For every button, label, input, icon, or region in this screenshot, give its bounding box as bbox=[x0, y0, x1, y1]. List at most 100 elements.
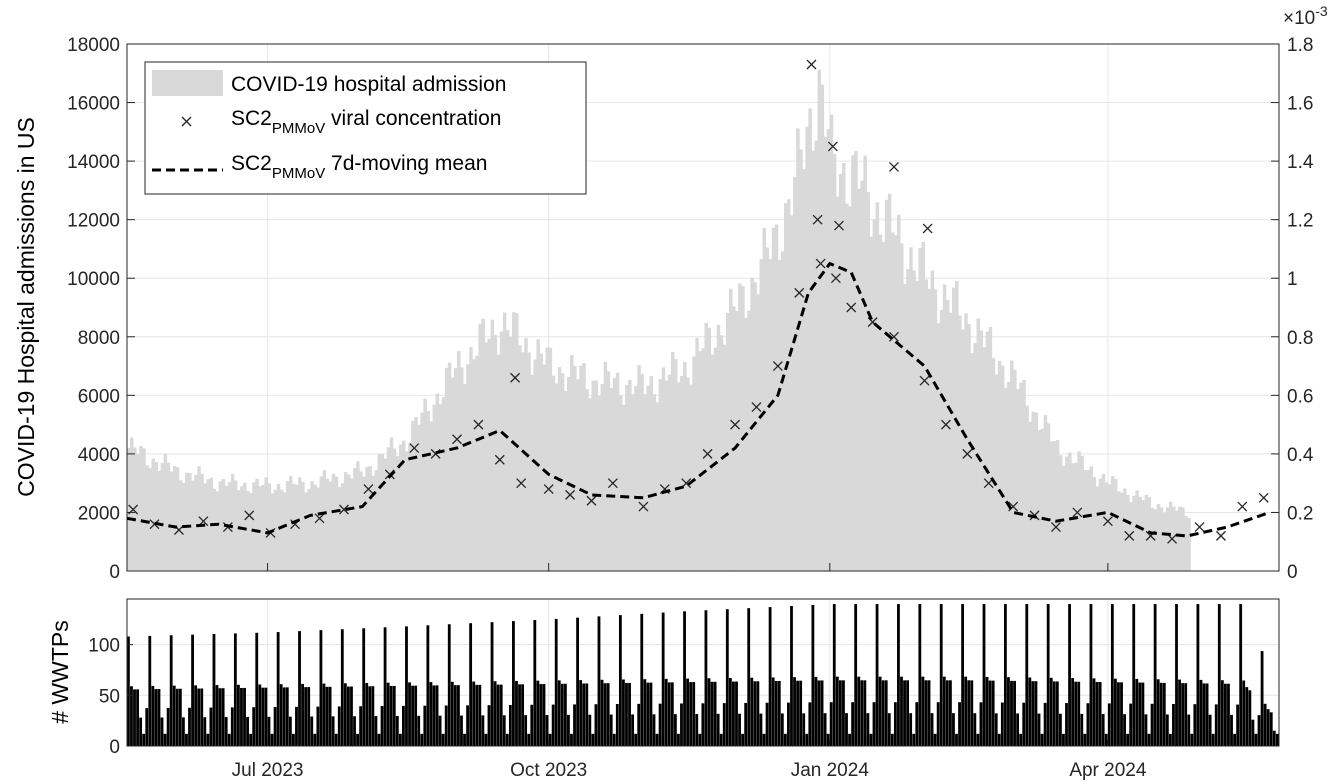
wwtp-bar bbox=[276, 632, 280, 746]
admission-bar bbox=[203, 483, 207, 571]
admission-bar bbox=[469, 346, 473, 571]
wwtp-bar bbox=[722, 703, 726, 746]
admission-bar bbox=[267, 483, 272, 571]
admission-bar bbox=[591, 380, 595, 571]
right-y-tick-label: 0.6 bbox=[1287, 386, 1313, 407]
wwtp-bar bbox=[255, 632, 259, 746]
admission-bar bbox=[1162, 512, 1167, 571]
admission-bar bbox=[487, 338, 492, 571]
admission-bar bbox=[1104, 482, 1109, 571]
wwtp-bar bbox=[732, 681, 735, 746]
admission-bar bbox=[750, 277, 754, 571]
wwtp-bar bbox=[1159, 682, 1163, 746]
admission-bar bbox=[964, 313, 968, 571]
wwtp-bar bbox=[157, 689, 161, 746]
admission-bar bbox=[790, 215, 794, 572]
wwtp-bar bbox=[1123, 714, 1126, 746]
viral-concentration-marker bbox=[607, 478, 618, 489]
admission-bar bbox=[887, 193, 892, 572]
wwtp-bar bbox=[878, 676, 882, 746]
admission-bar bbox=[127, 448, 131, 571]
wwtp-bar bbox=[530, 704, 534, 746]
wwtp-bar bbox=[288, 716, 292, 746]
admission-bar bbox=[472, 359, 476, 571]
admission-bar bbox=[377, 454, 382, 571]
wwtp-bar bbox=[673, 714, 677, 746]
wwtp-bar bbox=[1043, 702, 1047, 746]
wwtp-bar bbox=[606, 683, 610, 746]
viral-concentration-marker bbox=[565, 489, 576, 500]
wwtp-bar bbox=[481, 715, 485, 746]
wwtp-bar bbox=[1083, 733, 1087, 746]
wwtp-bar bbox=[533, 620, 537, 746]
admission-bar bbox=[955, 281, 959, 571]
wwtp-bar bbox=[521, 684, 524, 746]
admission-bar bbox=[496, 354, 501, 571]
admission-bar bbox=[481, 318, 485, 571]
wwtp-bar bbox=[738, 713, 741, 746]
wwtp-bar bbox=[527, 733, 531, 746]
admission-bar bbox=[334, 476, 339, 571]
wwtp-bar bbox=[298, 631, 301, 746]
wwtp-bar bbox=[411, 685, 414, 746]
admission-bar bbox=[976, 318, 980, 571]
admission-bar bbox=[615, 372, 620, 571]
admission-bar bbox=[842, 163, 846, 572]
wwtp-bar bbox=[508, 704, 512, 746]
wwtp-bar bbox=[964, 676, 968, 746]
wwtp-bar bbox=[1275, 733, 1279, 746]
admission-bar bbox=[768, 259, 773, 571]
admission-bar bbox=[282, 492, 287, 571]
admission-bar bbox=[640, 373, 644, 571]
admission-bar bbox=[563, 390, 568, 571]
admission-bar bbox=[970, 353, 974, 571]
wwtp-y-tick-label: 100 bbox=[88, 636, 120, 657]
admission-bar bbox=[741, 286, 745, 571]
right-y-tick-label: 0.2 bbox=[1287, 503, 1313, 524]
admission-bar bbox=[637, 364, 641, 571]
wwtp-bar bbox=[472, 681, 476, 746]
wwtp-bar bbox=[414, 685, 418, 746]
wwtp-bar bbox=[1113, 678, 1117, 746]
wwtp-bar bbox=[930, 713, 934, 746]
admission-bar bbox=[573, 365, 577, 571]
admission-bar bbox=[325, 478, 330, 571]
admission-bar bbox=[142, 448, 146, 571]
admission-bar bbox=[567, 376, 571, 571]
wwtp-bar bbox=[576, 617, 579, 746]
admission-bar bbox=[646, 385, 650, 571]
wwtp-bar bbox=[1193, 704, 1197, 746]
wwtp-bar bbox=[386, 682, 390, 746]
wwtp-bar bbox=[285, 687, 289, 746]
admission-bar bbox=[438, 404, 443, 571]
admission-bar bbox=[139, 446, 143, 571]
admission-bar bbox=[246, 490, 250, 571]
admission-bar bbox=[1022, 380, 1026, 571]
admission-bar bbox=[609, 387, 614, 571]
wwtp-bar bbox=[777, 680, 781, 746]
wwtp-bar bbox=[545, 714, 549, 746]
wwtp-bar bbox=[490, 622, 494, 746]
admission-bar bbox=[298, 477, 302, 571]
wwtp-bar bbox=[704, 610, 708, 746]
admission-bar bbox=[1037, 430, 1042, 571]
admission-bar bbox=[273, 489, 278, 571]
admission-bar bbox=[557, 367, 562, 571]
wwtp-bar bbox=[952, 713, 955, 746]
wwtp-bar bbox=[1214, 704, 1218, 746]
wwtp-bar bbox=[487, 705, 491, 746]
wwtp-bar bbox=[178, 688, 182, 746]
admission-bar bbox=[545, 347, 550, 571]
admission-bar bbox=[218, 481, 223, 571]
admission-bar bbox=[417, 424, 421, 571]
wwtp-bar bbox=[160, 717, 164, 746]
admission-bar bbox=[414, 417, 418, 571]
wwtp-bar bbox=[1162, 682, 1166, 746]
admission-bar bbox=[328, 481, 333, 571]
wwtp-bar bbox=[765, 702, 769, 746]
admission-bar bbox=[292, 483, 296, 571]
admission-bar bbox=[374, 470, 378, 571]
admission-bar bbox=[1187, 517, 1191, 571]
admission-bar bbox=[1016, 389, 1020, 571]
wwtp-bar bbox=[851, 702, 855, 746]
